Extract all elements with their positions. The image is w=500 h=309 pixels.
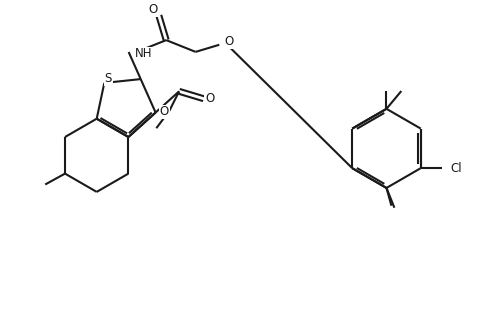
Text: O: O xyxy=(205,92,214,105)
Text: Cl: Cl xyxy=(450,162,462,175)
Text: S: S xyxy=(104,73,112,86)
Text: NH: NH xyxy=(134,48,152,61)
Text: O: O xyxy=(224,35,234,48)
Text: O: O xyxy=(160,105,169,118)
Text: O: O xyxy=(148,3,158,16)
